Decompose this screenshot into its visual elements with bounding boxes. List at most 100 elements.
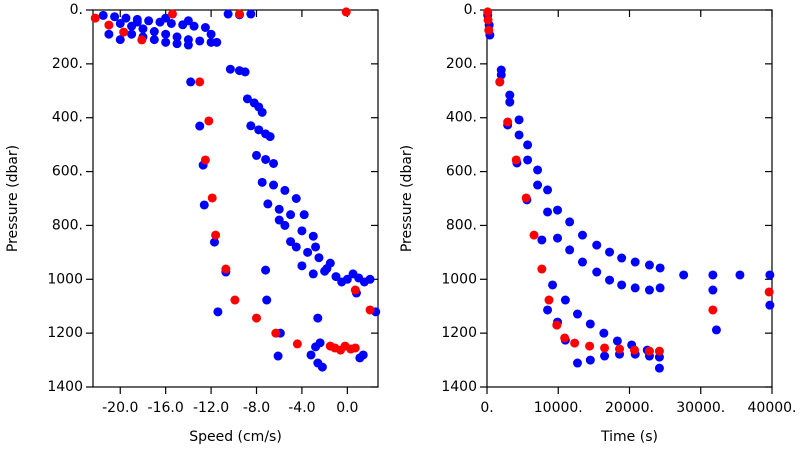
point <box>600 343 610 353</box>
point <box>600 351 610 361</box>
point <box>311 342 321 352</box>
point <box>132 17 142 27</box>
point <box>592 267 602 277</box>
point <box>261 265 271 275</box>
point <box>365 305 375 315</box>
point <box>104 29 114 39</box>
point <box>110 12 120 22</box>
point <box>308 231 318 241</box>
point <box>537 264 547 274</box>
y-tick-label: 1400 <box>47 379 83 395</box>
x-tick-label: -20.0 <box>102 400 138 416</box>
point <box>212 37 222 47</box>
point <box>98 10 108 20</box>
x-tick-label: -16.0 <box>148 400 184 416</box>
point <box>585 355 595 365</box>
point <box>161 29 171 39</box>
point <box>240 67 250 77</box>
point <box>269 180 279 190</box>
point <box>521 193 531 203</box>
point <box>183 40 193 50</box>
point <box>115 35 125 45</box>
point <box>537 235 547 245</box>
x-axis-title: Time (s) <box>600 429 658 445</box>
point <box>115 18 125 28</box>
point <box>166 18 176 28</box>
point <box>644 285 654 295</box>
point <box>765 300 775 310</box>
point <box>195 36 205 46</box>
point <box>322 264 332 274</box>
point <box>262 295 272 305</box>
point <box>533 165 543 175</box>
point <box>297 261 307 271</box>
point <box>121 13 131 23</box>
point <box>572 309 582 319</box>
point <box>104 20 114 30</box>
point <box>138 24 148 34</box>
point <box>495 77 505 87</box>
point <box>313 313 323 323</box>
y-tick-label: 0. <box>70 2 83 18</box>
x-tick-label: 0.0 <box>336 400 358 416</box>
y-axis-title: Pressure (dbar) <box>5 145 21 252</box>
point <box>127 29 137 39</box>
point <box>119 27 129 37</box>
point <box>257 107 267 117</box>
point <box>263 199 273 209</box>
plot-frame <box>92 9 379 388</box>
y-tick-label: 1000 <box>47 271 83 287</box>
point <box>149 27 159 37</box>
point <box>764 287 774 297</box>
point <box>186 77 196 87</box>
point <box>269 158 279 168</box>
x-tick-label: 30000. <box>676 400 725 416</box>
point <box>615 344 625 354</box>
point <box>144 16 154 26</box>
point <box>317 362 327 372</box>
point <box>708 285 718 295</box>
y-tick-label: 1200 <box>441 325 477 341</box>
point <box>617 280 627 290</box>
point <box>523 155 533 165</box>
point <box>149 35 159 45</box>
y-tick-label: 600. <box>52 164 83 180</box>
point <box>195 77 205 87</box>
point <box>337 277 347 287</box>
point <box>514 130 524 140</box>
point <box>242 94 252 104</box>
x-tick-label: 40000. <box>748 400 797 416</box>
point <box>655 283 665 293</box>
point <box>350 285 360 295</box>
point <box>297 226 307 236</box>
point <box>273 351 283 361</box>
x-tick-label: -12.0 <box>193 400 229 416</box>
point <box>553 233 563 243</box>
point <box>306 350 316 360</box>
point <box>359 277 369 287</box>
point <box>211 230 221 240</box>
point <box>617 253 627 263</box>
point <box>341 7 351 17</box>
point <box>274 204 284 214</box>
point <box>605 275 615 285</box>
point <box>599 328 609 338</box>
point <box>246 121 256 131</box>
point <box>252 313 262 323</box>
y-tick-label: 400. <box>446 110 477 126</box>
point <box>172 32 182 42</box>
point <box>223 9 233 19</box>
point <box>234 9 244 19</box>
point <box>291 194 301 203</box>
point <box>161 13 171 23</box>
point <box>280 220 290 230</box>
point <box>483 7 493 17</box>
point <box>543 185 553 195</box>
point <box>161 37 171 47</box>
point <box>252 150 262 160</box>
point <box>292 339 302 349</box>
point <box>548 280 558 290</box>
point <box>529 230 539 240</box>
point <box>195 121 205 131</box>
